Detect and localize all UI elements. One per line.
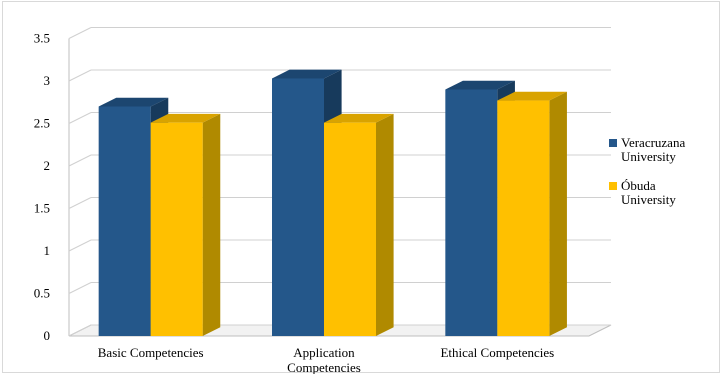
bar-side xyxy=(202,113,221,336)
chart-frame: 0 0.5 1 1.5 2 2.5 3 3.5 Basic Competencies Appli… xyxy=(2,1,720,374)
gridline-side xyxy=(68,112,92,124)
bar-top xyxy=(98,97,169,107)
bar-side xyxy=(549,91,567,336)
y-tick-label: 0 xyxy=(44,328,51,343)
bar-front xyxy=(497,100,550,336)
y-tick-label: 3.5 xyxy=(34,31,50,46)
bar-front xyxy=(324,122,376,337)
bar-obuda-0 xyxy=(150,113,221,337)
x-tick-label: Application xyxy=(293,345,355,360)
bars xyxy=(98,69,567,337)
x-axis-labels: Basic Competencies ApplicationCompetencie… xyxy=(98,345,554,374)
bar-side xyxy=(376,113,394,336)
legend-label: University xyxy=(621,149,676,164)
x-tick-label: Competencies xyxy=(287,360,361,374)
bar-chart: 0 0.5 1 1.5 2 2.5 3 3.5 Basic Competencies Appli… xyxy=(34,27,685,374)
bar-obuda-1 xyxy=(324,113,394,337)
bar-front xyxy=(272,78,324,336)
bar-top xyxy=(324,113,394,123)
y-tick-label: 2 xyxy=(44,158,51,173)
bar-top xyxy=(497,91,567,101)
gridline-side xyxy=(68,197,92,209)
gridline-side xyxy=(68,27,92,39)
gridline-side xyxy=(68,154,92,167)
bar-front xyxy=(445,89,498,336)
gridline-side xyxy=(68,69,92,82)
legend-label: Veracruzana xyxy=(621,135,685,150)
gridline-side xyxy=(68,282,92,294)
bar-top xyxy=(150,113,221,123)
y-tick-label: 2.5 xyxy=(34,116,50,131)
y-axis-ticks: 0 0.5 1 1.5 2 2.5 3 3.5 xyxy=(34,31,50,344)
bar-obuda-2 xyxy=(497,91,567,336)
y-tick-label: 1 xyxy=(44,243,51,258)
bar-front xyxy=(150,122,203,337)
legend-label: University xyxy=(621,192,676,207)
x-tick-label: Basic Competencies xyxy=(98,345,204,360)
legend-swatch xyxy=(609,182,617,190)
gridline-side xyxy=(68,239,92,252)
bar-front xyxy=(98,106,151,336)
y-tick-label: 3 xyxy=(44,73,51,88)
gridline-side xyxy=(68,324,92,337)
bar-top xyxy=(272,69,342,79)
y-tick-label: 1.5 xyxy=(34,201,50,216)
bar-top xyxy=(445,80,515,90)
y-tick-label: 0.5 xyxy=(34,286,50,301)
legend-swatch xyxy=(609,139,617,147)
x-tick-label: Ethical Competencies xyxy=(440,345,554,360)
legend-label: Óbuda xyxy=(621,178,656,193)
